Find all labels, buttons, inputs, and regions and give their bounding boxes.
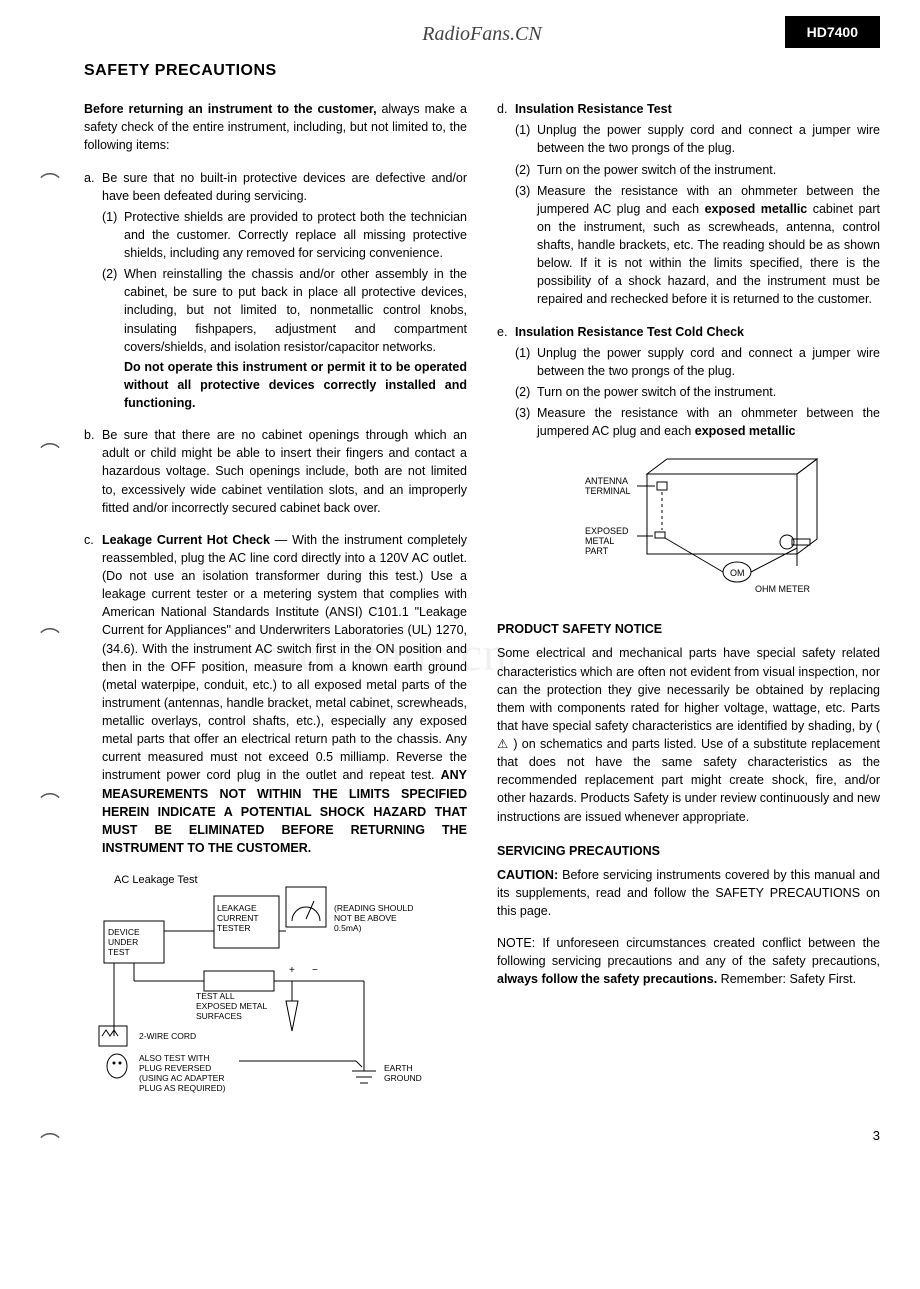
a-sub1: Protective shields are provided to prote… [124,208,467,262]
item-d: d. Insulation Resistance Test (1)Unplug … [497,100,880,308]
letter-c: c. [84,531,102,857]
page-number: 3 [84,1127,880,1146]
letter-d: d. [497,100,515,308]
item-c: c. Leakage Current Hot Check — With the … [84,531,467,857]
margin-mark: ⌒ [40,790,60,819]
e-sub3-num: (3) [515,404,537,440]
insulation-diagram: ANTENNATERMINAL EXPOSEDMETALPART OM OHM … [497,454,880,604]
e-sub1: Unplug the power supply cord and connect… [537,344,880,380]
d-sub3b: cabinet part on the instrument, such as … [537,202,880,307]
d2-antenna: ANTENNATERMINAL [585,476,631,496]
servicing-note-bold: always follow the safety precautions. [497,972,717,986]
d-sub2: Turn on the power switch of the instrume… [537,161,880,179]
b-text: Be sure that there are no cabinet openin… [102,426,467,517]
letter-e: e. [497,323,515,441]
watermark-top: RadioFans.CN [84,20,880,49]
d2-om: OM [730,568,745,578]
servicing-caution-bold: CAUTION: [497,868,558,882]
a-bold-note: Do not operate this instrument or permit… [124,358,467,412]
a-sub2: When reinstalling the chassis and/or oth… [124,267,467,354]
product-safety-text: Some electrical and mechanical parts hav… [497,644,880,825]
servicing-remember: Remember: Safety First. [717,972,856,986]
svg-text:+: + [289,965,295,976]
d-sub1: Unplug the power supply cord and connect… [537,121,880,157]
servicing-heading: SERVICING PRECAUTIONS [497,842,880,860]
e-bold-lead: Insulation Resistance Test Cold Check [515,325,744,339]
ac-leakage-diagram: AC Leakage Test LEAKAGECURRENTTESTER (RE… [84,871,467,1101]
letter-a: a. [84,169,102,413]
d-sub1-num: (1) [515,121,537,157]
servicing-note: NOTE: If unforeseen circumstances create… [497,934,880,988]
a-sub1-num: (1) [102,208,124,262]
servicing-note-text: NOTE: If unforeseen circumstances create… [497,936,880,968]
letter-b: b. [84,426,102,517]
margin-mark: ⌒ [40,1130,60,1159]
d1-title: AC Leakage Test [114,874,198,886]
d1-leakage: LEAKAGECURRENTTESTER [217,903,259,933]
d1-testall: TEST ALLEXPOSED METALSURFACES [196,991,267,1021]
e-sub2: Turn on the power switch of the instrume… [537,383,880,401]
d-sub2-num: (2) [515,161,537,179]
intro-bold: Before returning an instrument to the cu… [84,102,377,116]
d-bold-lead: Insulation Resistance Test [515,102,672,116]
margin-mark: ⌒ [40,625,60,654]
margin-mark: ⌒ [40,170,60,199]
a-sub2-num: (2) [102,265,124,412]
intro-paragraph: Before returning an instrument to the cu… [84,100,467,154]
product-safety-heading: PRODUCT SAFETY NOTICE [497,620,880,638]
d2-ohm: OHM METER [755,584,810,594]
right-column: d. Insulation Resistance Test (1)Unplug … [497,100,880,1107]
c-text: — With the instrument completely reassem… [102,533,467,783]
two-column-layout: Before returning an instrument to the cu… [84,100,880,1107]
servicing-caution: CAUTION: Before servicing instruments co… [497,866,880,920]
c-bold-lead: Leakage Current Hot Check [102,533,270,547]
model-badge: HD7400 [785,16,880,48]
d1-reading: (READING SHOULDNOT BE ABOVE0.5mA) [334,903,413,933]
d1-device: DEVICEUNDERTEST [108,927,140,957]
d-sub3-bold: exposed metallic [705,202,808,216]
d2-exposed: EXPOSEDMETALPART [585,526,629,556]
d1-earth: EARTHGROUND [384,1063,422,1083]
d1-cord: 2-WIRE CORD [139,1031,196,1041]
d1-also: ALSO TEST WITHPLUG REVERSED(USING AC ADA… [139,1053,226,1093]
item-a: a. Be sure that no built-in protective d… [84,169,467,413]
item-e: e. Insulation Resistance Test Cold Check… [497,323,880,441]
e-sub3-bold: exposed metallic [695,424,796,438]
a-text: Be sure that no built-in protective devi… [102,171,467,203]
svg-text:−: − [312,965,318,976]
item-b: b. Be sure that there are no cabinet ope… [84,426,467,517]
d-sub3-num: (3) [515,182,537,309]
e-sub2-num: (2) [515,383,537,401]
left-column: Before returning an instrument to the cu… [84,100,467,1107]
page-title: SAFETY PRECAUTIONS [84,59,880,82]
margin-mark: ⌒ [40,440,60,469]
e-sub1-num: (1) [515,344,537,380]
